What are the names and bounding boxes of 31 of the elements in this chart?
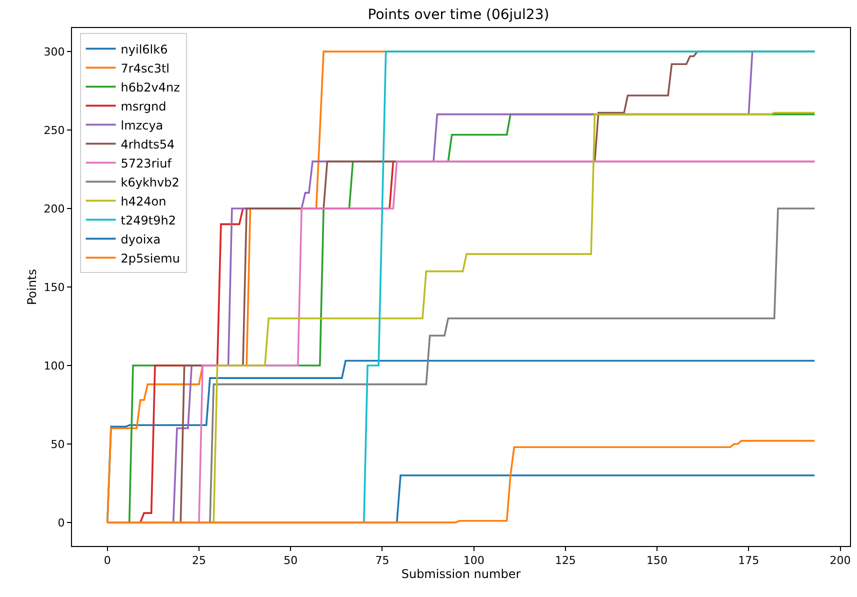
x-tick-label: 50	[284, 554, 298, 568]
legend-label: k6ykhvb2	[120, 175, 180, 190]
y-axis-title: Points	[25, 268, 40, 306]
x-tick-label: 175	[738, 554, 760, 568]
y-tick-label: 200	[44, 202, 65, 216]
x-tick-label: 25	[192, 554, 206, 568]
legend-label: h6b2v4nz	[120, 80, 180, 94]
x-tick-label: 150	[646, 554, 668, 568]
y-tick-label: 250	[44, 124, 65, 137]
x-tick-label: 0	[104, 554, 111, 568]
y-tick-label: 50	[50, 438, 65, 451]
y-tick-label: 100	[44, 359, 65, 372]
legend-label: t249t9h2	[120, 213, 176, 228]
legend-label: 7r4sc3tl	[120, 61, 170, 76]
legend-label: msrgnd	[120, 99, 166, 114]
legend-label: dyoixa	[120, 232, 161, 246]
x-tick-label: 200	[830, 554, 851, 568]
x-tick-label: 100	[463, 554, 484, 568]
legend-label: lmzcya	[120, 118, 164, 132]
x-tick-label: 75	[375, 554, 390, 568]
x-tick-label: 125	[554, 554, 576, 568]
chart-title: Points over time (06jul23)	[368, 6, 550, 23]
legend-label: 4rhdts54	[120, 137, 175, 152]
y-tick-label: 150	[44, 280, 65, 294]
x-axis-title: Submission number	[401, 567, 521, 582]
legend-label: h424on	[120, 194, 166, 208]
legend-label: 2p5siemu	[120, 251, 180, 266]
y-tick-label: 300	[44, 45, 65, 58]
legend-label: 5723riuf	[120, 156, 172, 170]
y-tick-label: 0	[58, 516, 65, 530]
legend-label: nyil6lk6	[120, 42, 168, 56]
